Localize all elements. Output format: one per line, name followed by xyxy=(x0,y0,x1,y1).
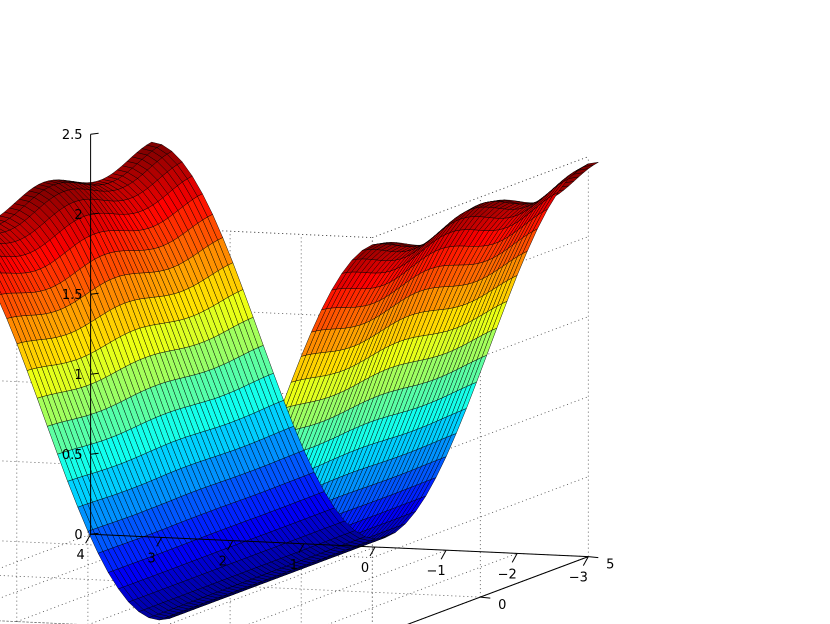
x-tick-label: 0 xyxy=(361,561,369,576)
x-tick-label: 4 xyxy=(76,548,84,563)
x-tick xyxy=(440,549,447,560)
z-tick xyxy=(90,132,99,135)
axes xyxy=(85,132,599,624)
grid-line xyxy=(407,556,589,624)
z-tick-label: 1 xyxy=(74,368,82,383)
x-tick-label: 3 xyxy=(148,551,156,566)
z-tick-label: 2.5 xyxy=(62,128,83,143)
z-tick-label: 0.5 xyxy=(62,448,83,463)
surface-mesh xyxy=(0,141,599,621)
x-tick-label: 1 xyxy=(290,558,298,573)
x-tick xyxy=(511,553,518,563)
x-tick-label: −2 xyxy=(498,567,517,582)
y-axis xyxy=(407,556,589,624)
grid-line xyxy=(248,549,447,624)
y-tick-label: 5 xyxy=(606,558,614,573)
grid-line xyxy=(372,476,589,558)
z-tick xyxy=(90,292,99,295)
grid-line xyxy=(407,556,589,624)
z-tick-label: 2 xyxy=(74,208,82,223)
surface-patch xyxy=(146,141,163,148)
y-tick-label: 0 xyxy=(498,598,506,613)
x-axis xyxy=(90,533,589,558)
x-tick xyxy=(156,537,163,547)
z-tick xyxy=(90,532,99,535)
x-tick xyxy=(369,546,376,557)
surface-patch xyxy=(0,228,6,234)
y-tick xyxy=(480,596,491,599)
grid-line xyxy=(168,546,376,624)
grid-line xyxy=(0,620,80,624)
surface-patch xyxy=(0,223,11,233)
z-tick-label: 1.5 xyxy=(62,288,83,303)
grid-line xyxy=(372,156,589,238)
z-tick-label: 0 xyxy=(74,528,82,543)
x-tick xyxy=(298,543,305,554)
grid-line xyxy=(372,396,589,478)
grid-line xyxy=(0,620,80,624)
x-tick xyxy=(227,540,234,550)
x-tick-label: 2 xyxy=(219,555,227,570)
grid-line xyxy=(0,533,91,569)
x-tick xyxy=(85,533,92,544)
x-tick-label: −1 xyxy=(427,564,446,579)
surface-patch xyxy=(0,215,10,222)
x-tick xyxy=(582,556,589,566)
grid-line xyxy=(327,553,518,624)
x-tick-label: −3 xyxy=(569,571,588,586)
y-tick xyxy=(588,556,599,559)
z-tick xyxy=(90,212,99,215)
grid-line xyxy=(372,316,589,398)
z-tick xyxy=(90,372,99,375)
z-tick xyxy=(90,452,99,455)
grid-line xyxy=(372,236,589,318)
